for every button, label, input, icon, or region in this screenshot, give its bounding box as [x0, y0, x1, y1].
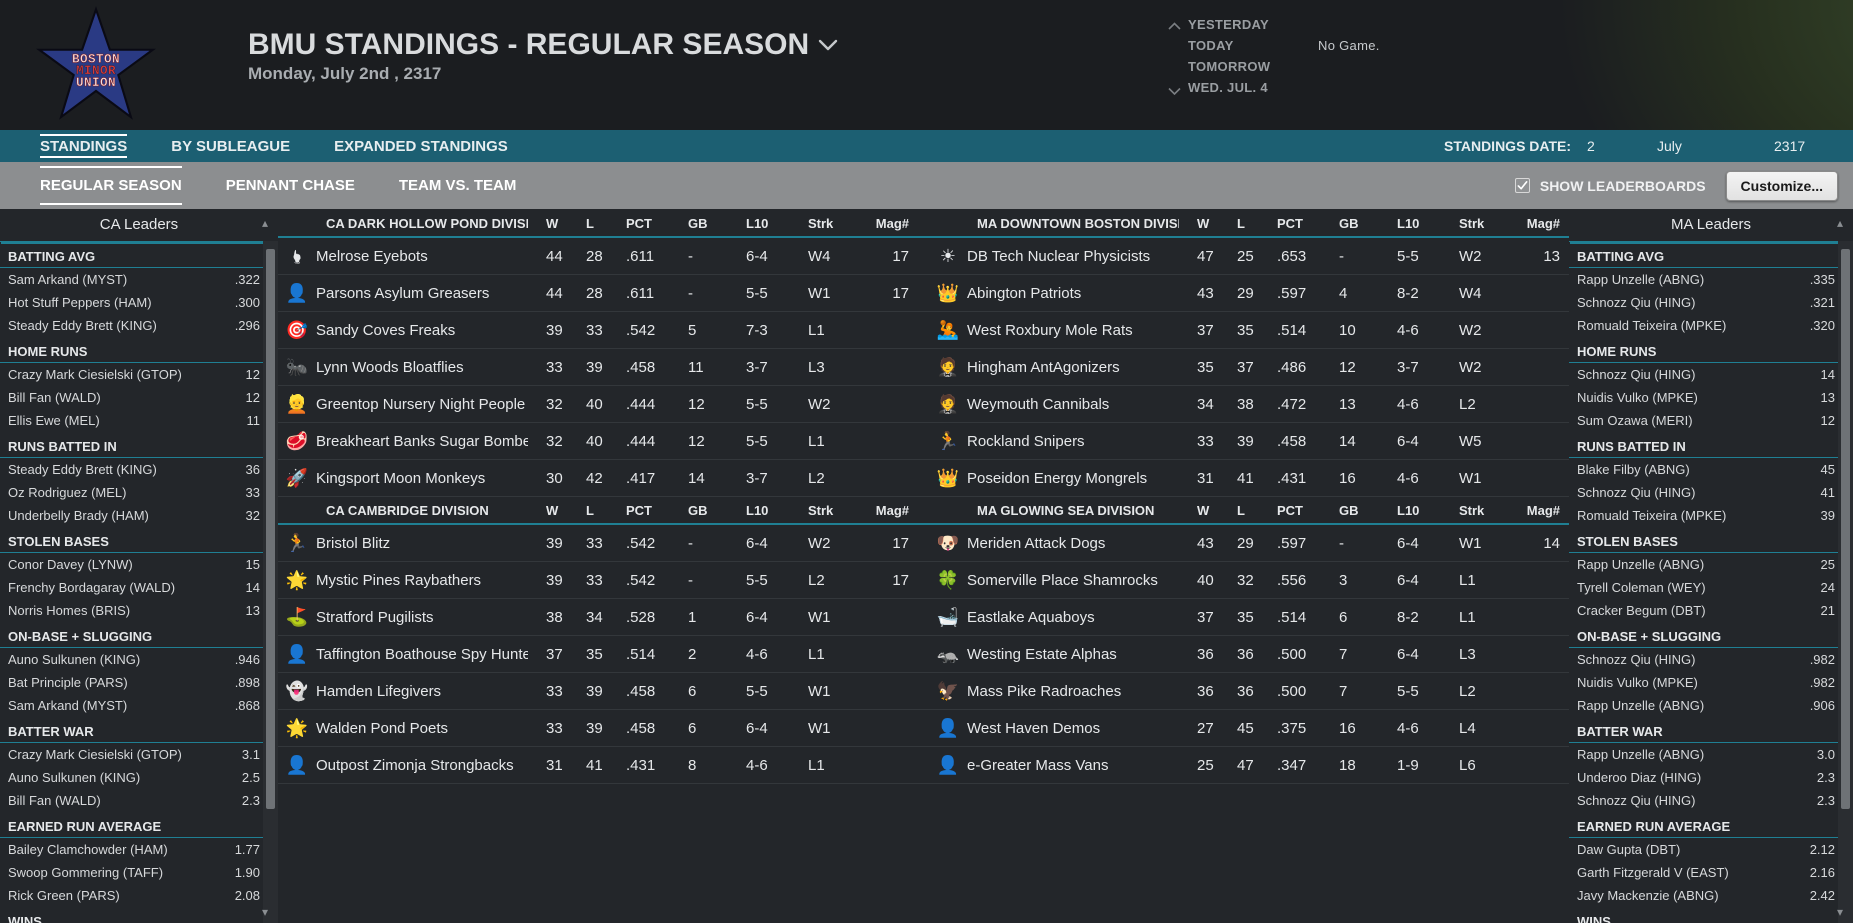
svg-text:UNION: UNION	[76, 75, 116, 90]
